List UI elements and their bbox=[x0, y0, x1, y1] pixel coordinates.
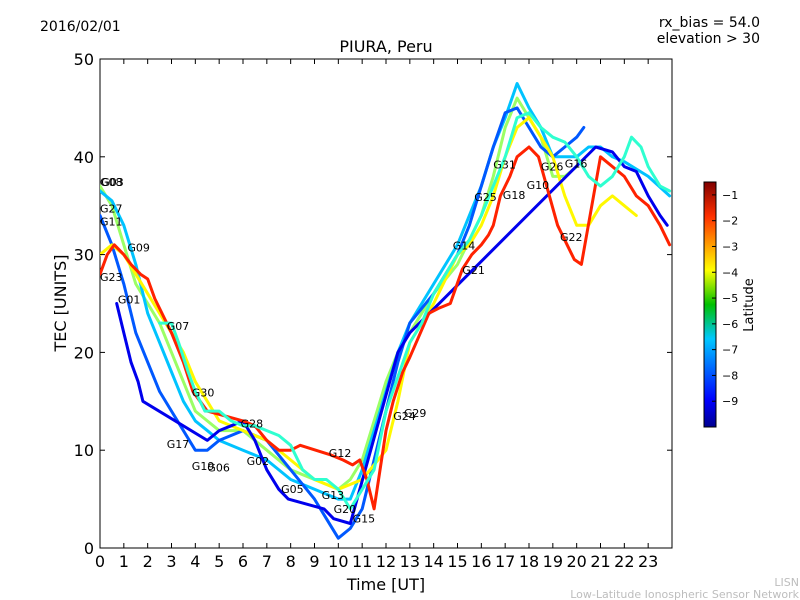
x-tick-label: 6 bbox=[238, 552, 248, 571]
colorbar-ticks: −9 −8 −7 −6 −5 −4 −3 −2 −1 bbox=[712, 189, 738, 408]
colorbar-label: Latitude bbox=[742, 278, 757, 332]
x-tick-label: 7 bbox=[262, 552, 272, 571]
satellite-label-g27: G27 bbox=[100, 203, 123, 216]
colorbar-tick-label: −3 bbox=[722, 240, 738, 253]
tec-series-1 bbox=[100, 96, 579, 491]
x-tick-label: 2 bbox=[143, 552, 153, 571]
satellite-label-g18: G18 bbox=[503, 189, 526, 202]
satellite-label-g21: G21 bbox=[462, 264, 485, 277]
colorbar-tick-label: −8 bbox=[722, 369, 738, 382]
x-tick-label: 16 bbox=[471, 552, 491, 571]
satellite-label-g22: G22 bbox=[560, 231, 583, 244]
satellite-label-g15: G15 bbox=[353, 513, 376, 526]
x-tick-label: 13 bbox=[400, 552, 420, 571]
y-tick-label: 10 bbox=[74, 441, 94, 460]
satellite-label-g29: G29 bbox=[404, 407, 427, 420]
x-tick-label: 1 bbox=[119, 552, 129, 571]
satellite-label-g08: G08 bbox=[100, 176, 123, 189]
date-label: 2016/02/01 bbox=[40, 19, 121, 35]
x-tick-label: 8 bbox=[286, 552, 296, 571]
x-tick-label: 17 bbox=[495, 552, 515, 571]
satellite-label-g10: G10 bbox=[527, 179, 550, 192]
y-tick-label: 50 bbox=[74, 50, 94, 69]
x-tick-label: 19 bbox=[543, 552, 563, 571]
satellite-label-g02: G02 bbox=[247, 455, 270, 468]
satellite-label-g26: G26 bbox=[541, 161, 564, 174]
footer-network: Low-Latitude Ionospheric Sensor Network bbox=[570, 588, 799, 600]
satellite-label-g25: G25 bbox=[474, 191, 497, 204]
y-axis-label: TEC [UNITS] bbox=[51, 255, 70, 353]
colorbar-tick-label: −9 bbox=[722, 395, 738, 408]
satellite-label-g28: G28 bbox=[241, 418, 264, 431]
footer-lisn: LISN bbox=[774, 576, 799, 589]
x-tick-label: 22 bbox=[614, 552, 634, 571]
satellite-label-g07: G07 bbox=[167, 320, 190, 333]
x-tick-label: 12 bbox=[376, 552, 396, 571]
satellite-label-g24: G24 bbox=[393, 410, 416, 423]
series-layer bbox=[100, 82, 672, 540]
satellite-label-g16: G16 bbox=[565, 158, 588, 171]
y-tick-label: 40 bbox=[74, 148, 94, 167]
x-tick-label: 21 bbox=[590, 552, 610, 571]
chart-title: PIURA, Peru bbox=[339, 37, 432, 56]
satellite-label-g30: G30 bbox=[192, 386, 215, 399]
x-tick-label: 4 bbox=[190, 552, 200, 571]
satellite-label-g23: G23 bbox=[100, 271, 123, 284]
x-tick-label: 18 bbox=[519, 552, 539, 571]
x-tick-label: 0 bbox=[95, 552, 105, 571]
satellite-label-g05: G05 bbox=[281, 483, 304, 496]
tec-series-5 bbox=[115, 145, 669, 525]
plot-area bbox=[99, 58, 673, 549]
colorbar-tick-label: −5 bbox=[722, 292, 738, 305]
colorbar-tick-label: −4 bbox=[722, 266, 738, 279]
x-tick-label: 23 bbox=[638, 552, 658, 571]
x-tick-label: 11 bbox=[352, 552, 372, 571]
x-axis-label: Time [UT] bbox=[346, 575, 425, 594]
x-tick-label: 5 bbox=[214, 552, 224, 571]
y-tick-label: 20 bbox=[74, 343, 94, 362]
satellite-label-g20: G20 bbox=[334, 503, 357, 516]
axis-ticks: 0 1 2 3 4 5 6 7 8 9 10 11 12 13 14 15 16 17 18 19 20 21 22 2301… bbox=[74, 50, 672, 571]
satellite-label-g14: G14 bbox=[453, 240, 476, 253]
x-tick-label: 14 bbox=[423, 552, 443, 571]
tec-series-7 bbox=[158, 111, 672, 511]
satellite-label-g31: G31 bbox=[493, 159, 516, 172]
satellite-label-g11: G11 bbox=[100, 215, 123, 228]
x-tick-label: 9 bbox=[309, 552, 319, 571]
satellite-label-g12: G12 bbox=[329, 447, 352, 460]
satellite-label-g03: G03 bbox=[101, 176, 124, 189]
satellite-label-g06: G06 bbox=[207, 462, 230, 475]
satellite-label-g17: G17 bbox=[167, 438, 190, 451]
y-tick-label: 30 bbox=[74, 246, 94, 265]
bias-label: rx_bias = 54.0 bbox=[659, 15, 760, 31]
colorbar-tick-label: −1 bbox=[722, 189, 738, 202]
colorbar-tick-label: −2 bbox=[722, 215, 738, 228]
tec-series-6 bbox=[100, 145, 672, 511]
elevation-label: elevation > 30 bbox=[657, 31, 760, 47]
colorbar-tick-label: −7 bbox=[722, 344, 738, 357]
satellite-label-g13: G13 bbox=[322, 489, 345, 502]
satellite-label-g01: G01 bbox=[118, 294, 141, 307]
x-tick-label: 10 bbox=[328, 552, 348, 571]
satellite-label-g19: G19 bbox=[192, 460, 215, 473]
satellite-label-g09: G09 bbox=[127, 242, 150, 255]
colorbar-tick-label: −6 bbox=[722, 318, 738, 331]
colorbar bbox=[703, 181, 717, 428]
x-tick-label: 3 bbox=[166, 552, 176, 571]
y-tick-label: 0 bbox=[84, 539, 94, 558]
x-tick-label: 20 bbox=[566, 552, 586, 571]
tec-series-3 bbox=[100, 106, 586, 540]
x-tick-label: 15 bbox=[447, 552, 467, 571]
